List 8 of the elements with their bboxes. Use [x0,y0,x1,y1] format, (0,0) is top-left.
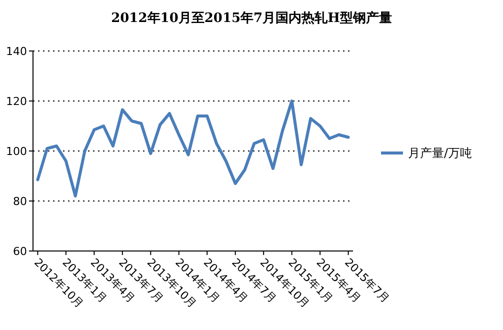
y-tick-label: 80 [13,194,27,208]
line-series [36,100,350,198]
chart-title: 2012年10月至2015年7月国内热轧H型钢产量 [111,10,392,26]
y-tick-label: 120 [6,94,27,108]
y-tick-label: 140 [6,44,27,58]
y-tick-label: 100 [6,144,27,158]
y-tick-label: 60 [13,244,27,258]
legend-label: 月产量/万吨 [408,146,472,160]
